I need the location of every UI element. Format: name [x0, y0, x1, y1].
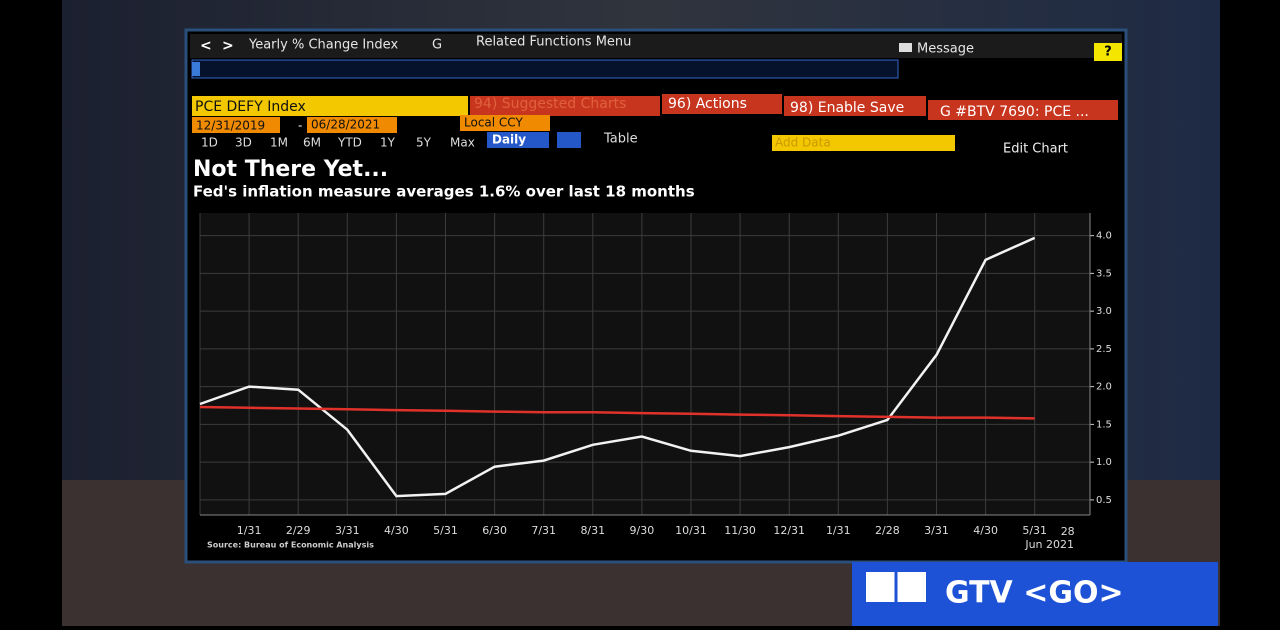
add-data-box: [772, 135, 955, 151]
source: Source: Bureau of Economic Analysis: [207, 541, 374, 550]
ticker[interactable]: PCE DEFY Index: [195, 99, 306, 115]
x-tick-label: 12/31: [773, 524, 805, 537]
cursor: [192, 62, 200, 76]
start-date[interactable]: 12/31/2019: [196, 119, 265, 133]
x-tick-label: 4/30: [384, 524, 409, 537]
enable-save[interactable]: 98) Enable Save: [790, 100, 904, 116]
period-bar: 1D 3D 1M 6M YTD 1Y 5Y Max: [201, 136, 475, 150]
end-date-box: [307, 117, 397, 133]
chart-title: Not There Yet...: [193, 157, 388, 182]
x-tick-label: 6/30: [482, 524, 507, 537]
line-series: [199, 236, 1036, 498]
y-tick-label: 1.0: [1096, 457, 1112, 468]
x-end-label: 28: [1061, 525, 1075, 538]
command-line[interactable]: [191, 59, 899, 79]
suggested-charts[interactable]: 94) Suggested Charts: [474, 96, 626, 112]
y-tick-label: 2.0: [1096, 382, 1112, 393]
function-menu[interactable]: Yearly % Change Index: [248, 38, 398, 53]
date-separator: -: [298, 119, 302, 133]
chart-icon[interactable]: [557, 132, 581, 148]
actions-box: [662, 94, 782, 114]
forward-button[interactable]: >: [222, 38, 234, 54]
period-button[interactable]: 6M: [303, 136, 321, 150]
save-box: [784, 96, 926, 116]
chart-subtitle: Fed's inflation measure averages 1.6% ov…: [193, 183, 695, 201]
period-button[interactable]: YTD: [337, 136, 362, 150]
related-menu[interactable]: Related Functions Menu: [476, 35, 631, 50]
currency[interactable]: Local CCY: [464, 116, 523, 130]
x-tick-label: 7/31: [531, 524, 556, 537]
period-button[interactable]: Max: [450, 136, 475, 150]
x-tick-label: 2/28: [875, 524, 900, 537]
graph-menu[interactable]: G: [432, 38, 442, 53]
frequency-box: [487, 132, 549, 148]
end-date[interactable]: 06/28/2021: [311, 118, 380, 132]
back-button[interactable]: <: [200, 38, 212, 54]
help-button[interactable]: ?: [1104, 45, 1112, 60]
start-date-box: [192, 117, 280, 133]
x-tick-label: 8/31: [580, 524, 605, 537]
plot: 0.5 1.0 1.5 2.0 2.5 3.0 3.5 4.0 1/31 2/29 3/31 4/30…: [199, 213, 1112, 551]
x-tick-label: 3/31: [924, 524, 949, 537]
line-series: [199, 405, 1035, 420]
x-tick-label: 11/30: [724, 524, 756, 537]
message-button[interactable]: Message: [917, 42, 974, 57]
x-tick-label: 9/30: [630, 524, 655, 537]
x-tick-label: 1/31: [237, 524, 262, 537]
frequency[interactable]: Daily: [492, 133, 526, 147]
actions[interactable]: 96) Actions: [668, 96, 747, 112]
currency-box: [460, 115, 550, 131]
add-data[interactable]: Add Data: [775, 136, 831, 150]
y-tick-label: 0.5: [1096, 495, 1112, 506]
x-tick-label: 5/31: [1022, 524, 1047, 537]
suggested-box: [470, 96, 660, 116]
x-tick-label: 1/31: [826, 524, 851, 537]
page-title: G #BTV 7690: PCE ...: [940, 104, 1089, 120]
y-tick-label: 1.5: [1096, 419, 1112, 430]
x-end-sublabel: Jun 2021: [1024, 538, 1074, 551]
period-button[interactable]: 5Y: [416, 136, 432, 150]
period-button[interactable]: 1D: [201, 136, 218, 150]
x-tick-label: 3/31: [335, 524, 360, 537]
page-title-box: [928, 100, 1118, 120]
period-button[interactable]: 1M: [270, 136, 288, 150]
toolbar: [190, 34, 1122, 58]
period-button[interactable]: 3D: [235, 136, 252, 150]
x-tick-label: 4/30: [973, 524, 998, 537]
y-tick-label: 2.5: [1096, 344, 1112, 355]
y-tick-label: 3.0: [1096, 306, 1112, 317]
x-tick-label: 2/29: [286, 524, 311, 537]
gtv-label[interactable]: GTV <GO>: [945, 576, 1124, 611]
y-tick-label: 3.5: [1096, 268, 1112, 279]
x-tick-label: 5/31: [433, 524, 458, 537]
y-tick-label: 4.0: [1096, 231, 1112, 242]
message-icon: [899, 43, 912, 52]
period-button[interactable]: 1Y: [380, 136, 396, 150]
table-button[interactable]: Table: [603, 132, 638, 147]
edit-chart[interactable]: Edit Chart: [1003, 142, 1068, 157]
ticker-box: [192, 96, 468, 116]
x-tick-label: 10/31: [675, 524, 707, 537]
plot-area: [200, 213, 1090, 515]
help-box: [1094, 43, 1122, 61]
